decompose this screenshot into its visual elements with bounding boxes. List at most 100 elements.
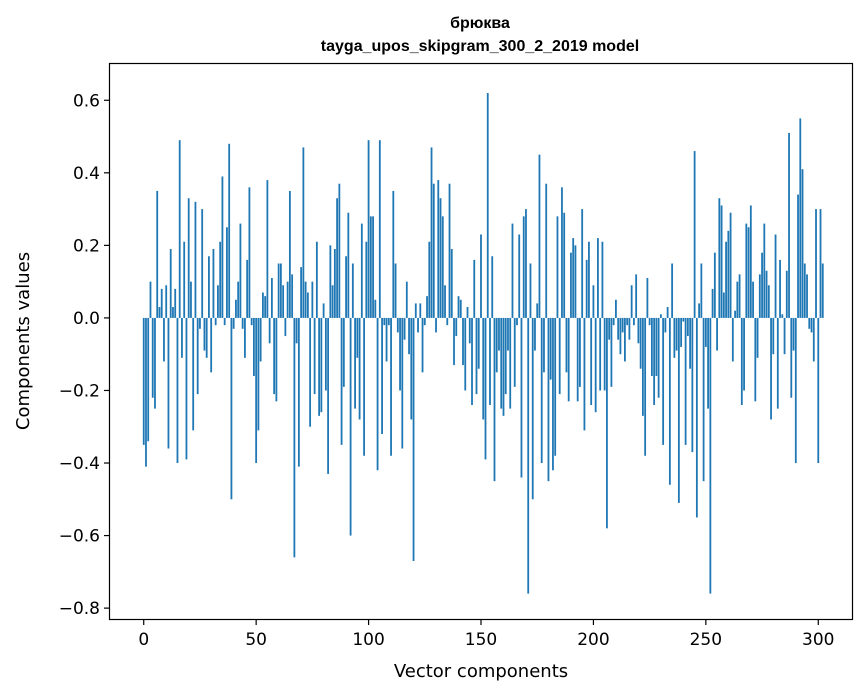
- bar-176: [538, 154, 541, 318]
- bar-284: [781, 314, 784, 318]
- bar-259: [725, 241, 727, 318]
- bar-256: [718, 198, 721, 318]
- bar-103: [374, 299, 377, 318]
- bar-81: [324, 317, 327, 391]
- bar-53: [262, 292, 264, 318]
- bar-271: [752, 281, 754, 318]
- bar-88: [340, 317, 343, 445]
- bar-7: [158, 307, 161, 318]
- bar-232: [664, 317, 667, 333]
- bar-275: [761, 252, 763, 318]
- bar-278: [767, 285, 770, 318]
- bar-45: [244, 317, 246, 358]
- bar-149: [477, 317, 480, 369]
- bar-136: [448, 183, 451, 318]
- bar-193: [576, 317, 579, 402]
- bar-85: [333, 249, 336, 318]
- bar-273: [756, 317, 759, 358]
- bar-52: [259, 317, 262, 362]
- bar-113: [396, 317, 399, 333]
- bar-154: [489, 317, 491, 405]
- bar-72: [304, 281, 307, 318]
- bar-207: [608, 317, 611, 340]
- bar-162: [507, 317, 509, 351]
- bar-206: [606, 317, 608, 529]
- bar-289: [792, 317, 795, 351]
- bar-296: [808, 317, 811, 329]
- bar-43: [239, 223, 242, 318]
- bar-65: [288, 190, 291, 318]
- bar-20: [187, 198, 190, 318]
- bar-90: [345, 256, 347, 318]
- bar-143: [464, 317, 467, 391]
- bar-142: [462, 317, 464, 366]
- bar-96: [358, 317, 361, 420]
- bar-112: [394, 263, 397, 318]
- bar-170: [525, 209, 527, 318]
- bar-238: [677, 317, 680, 503]
- bar-231: [662, 317, 665, 445]
- bar-281: [774, 234, 777, 318]
- bar-68: [295, 317, 298, 344]
- bar-291: [797, 194, 799, 318]
- bar-6: [156, 190, 159, 318]
- bar-183: [554, 317, 557, 456]
- bar-217: [630, 285, 633, 318]
- bar-111: [392, 190, 395, 318]
- bar-247: [698, 303, 700, 318]
- bar-253: [711, 288, 714, 318]
- bar-196: [583, 317, 586, 431]
- bar-214: [624, 317, 626, 362]
- bar-59: [275, 317, 278, 402]
- bar-109: [387, 317, 390, 326]
- bar-280: [772, 317, 775, 355]
- bar-188: [565, 317, 568, 373]
- bar-131: [437, 180, 440, 318]
- bar-189: [567, 317, 570, 402]
- bar-274: [758, 274, 761, 318]
- bar-191: [572, 238, 575, 318]
- bar-119: [410, 317, 413, 420]
- bar-3: [149, 281, 152, 318]
- bar-151: [482, 317, 485, 420]
- bar-174: [534, 317, 536, 351]
- bar-15: [176, 317, 179, 464]
- bar-69: [297, 317, 300, 467]
- bar-89: [342, 317, 345, 387]
- bar-292: [799, 118, 802, 318]
- bar-263: [734, 310, 736, 318]
- bar-14: [174, 288, 177, 318]
- bar-25: [199, 317, 201, 329]
- bar-203: [599, 317, 602, 391]
- bar-140: [457, 296, 460, 318]
- bar-39: [230, 317, 233, 500]
- bar-61: [279, 263, 282, 318]
- bar-35: [221, 176, 224, 318]
- bar-118: [408, 317, 410, 355]
- bar-285: [783, 317, 786, 355]
- bar-86: [336, 198, 338, 318]
- bar-250: [704, 317, 707, 347]
- bar-300: [817, 317, 820, 464]
- bar-243: [689, 317, 692, 369]
- bar-255: [716, 317, 718, 351]
- bar-17: [181, 317, 183, 358]
- bar-195: [581, 209, 584, 318]
- bar-108: [385, 317, 388, 362]
- bar-137: [450, 249, 453, 318]
- bar-161: [504, 317, 507, 395]
- bar-16: [178, 140, 181, 318]
- bar-264: [736, 281, 739, 318]
- bar-254: [713, 252, 716, 318]
- bar-99: [365, 241, 368, 318]
- bar-133: [441, 216, 444, 318]
- bar-145: [468, 317, 471, 344]
- y-tick-label-3: −0.2: [59, 381, 100, 401]
- bar-11: [167, 317, 170, 449]
- bar-18: [183, 241, 186, 318]
- bar-226: [650, 317, 653, 376]
- bar-260: [727, 230, 730, 318]
- bar-218: [633, 317, 635, 326]
- bar-184: [556, 216, 559, 318]
- bar-148: [475, 317, 478, 395]
